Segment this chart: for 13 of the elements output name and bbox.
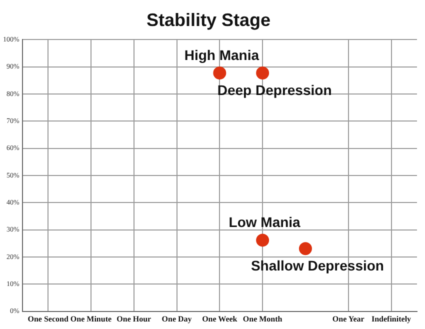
series-label: Deep Depression xyxy=(217,82,332,98)
x-tick-label: One Hour xyxy=(116,314,152,324)
chart-title: Stability Stage xyxy=(146,10,271,30)
series-label: Low Mania xyxy=(228,214,301,230)
x-tick-label: One Second xyxy=(28,314,69,324)
x-tick-label: One Minute xyxy=(70,314,112,324)
x-tick-label: One Day xyxy=(162,314,192,324)
x-tick-label: One Year xyxy=(332,314,365,324)
x-tick-label: One Month xyxy=(242,314,283,324)
x-tick-label: One Week xyxy=(202,314,238,324)
series-label: Shallow Depression xyxy=(250,257,384,274)
x-tick-label: Indefinitely xyxy=(371,314,412,324)
series-label: High Mania xyxy=(184,46,260,63)
